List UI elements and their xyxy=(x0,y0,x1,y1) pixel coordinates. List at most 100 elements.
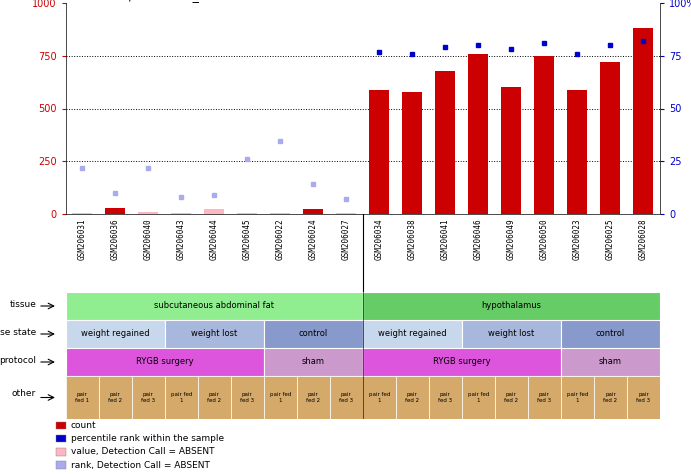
Bar xyxy=(396,376,429,419)
Text: pair fed
1: pair fed 1 xyxy=(567,392,588,403)
Bar xyxy=(363,376,396,419)
Text: GDS2956 / 1376310_at: GDS2956 / 1376310_at xyxy=(66,0,211,2)
Bar xyxy=(567,90,587,214)
Text: GSM206044: GSM206044 xyxy=(209,218,219,260)
Text: count: count xyxy=(70,421,96,430)
Text: pair
fed 2: pair fed 2 xyxy=(207,392,221,403)
Text: pair fed
1: pair fed 1 xyxy=(368,392,390,403)
Bar xyxy=(594,376,627,419)
Text: sham: sham xyxy=(302,357,325,366)
Bar xyxy=(561,348,660,376)
Text: GSM206049: GSM206049 xyxy=(507,218,516,260)
Text: GSM206023: GSM206023 xyxy=(573,218,582,260)
Text: pair
fed 3: pair fed 3 xyxy=(339,392,353,403)
Bar xyxy=(264,320,363,348)
Bar xyxy=(561,320,660,348)
Text: GSM206022: GSM206022 xyxy=(276,218,285,260)
Text: GSM206050: GSM206050 xyxy=(540,218,549,260)
Bar xyxy=(66,376,99,419)
Text: GSM206045: GSM206045 xyxy=(243,218,252,260)
Bar xyxy=(495,376,528,419)
Bar xyxy=(138,212,158,214)
Text: pair
fed 3: pair fed 3 xyxy=(538,392,551,403)
Bar xyxy=(66,320,164,348)
Text: GSM206038: GSM206038 xyxy=(408,218,417,260)
Text: weight lost: weight lost xyxy=(489,329,534,338)
Bar xyxy=(502,87,521,214)
Text: control: control xyxy=(299,329,328,338)
Text: GSM206027: GSM206027 xyxy=(342,218,351,260)
Bar xyxy=(330,376,363,419)
Bar xyxy=(237,213,257,214)
Bar xyxy=(171,213,191,214)
Bar xyxy=(56,422,66,429)
Text: pair
fed 2: pair fed 2 xyxy=(108,392,122,403)
Bar xyxy=(337,213,356,214)
Text: tissue: tissue xyxy=(9,300,36,309)
Bar xyxy=(66,292,363,320)
Text: weight regained: weight regained xyxy=(378,329,446,338)
Text: pair
fed 3: pair fed 3 xyxy=(240,392,254,403)
Text: weight regained: weight regained xyxy=(81,329,149,338)
Text: subcutaneous abdominal fat: subcutaneous abdominal fat xyxy=(154,301,274,310)
Bar xyxy=(73,213,92,214)
Bar xyxy=(105,208,125,214)
Text: GSM206041: GSM206041 xyxy=(441,218,450,260)
Text: pair
fed 2: pair fed 2 xyxy=(405,392,419,403)
Bar xyxy=(264,376,296,419)
Bar xyxy=(528,376,561,419)
Text: pair
fed 2: pair fed 2 xyxy=(504,392,518,403)
Text: GSM206024: GSM206024 xyxy=(309,218,318,260)
Bar xyxy=(435,71,455,214)
Text: GSM206043: GSM206043 xyxy=(177,218,186,260)
Bar xyxy=(303,209,323,214)
Text: pair
fed 1: pair fed 1 xyxy=(75,392,89,403)
Text: GSM206036: GSM206036 xyxy=(111,218,120,260)
Bar xyxy=(534,56,554,214)
Text: control: control xyxy=(596,329,625,338)
Bar xyxy=(99,376,132,419)
Bar xyxy=(363,320,462,348)
Bar xyxy=(205,209,224,214)
Bar xyxy=(66,348,264,376)
Bar xyxy=(627,376,660,419)
Bar xyxy=(462,320,561,348)
Bar xyxy=(164,376,198,419)
Bar xyxy=(56,435,66,442)
Bar xyxy=(198,376,231,419)
Bar xyxy=(270,213,290,214)
Text: pair
fed 3: pair fed 3 xyxy=(438,392,453,403)
Bar xyxy=(132,376,164,419)
Bar xyxy=(363,292,660,320)
Text: pair fed
1: pair fed 1 xyxy=(269,392,291,403)
Bar xyxy=(600,62,621,214)
Text: pair
fed 3: pair fed 3 xyxy=(141,392,155,403)
Text: pair
fed 3: pair fed 3 xyxy=(636,392,650,403)
Bar xyxy=(462,376,495,419)
Text: rank, Detection Call = ABSENT: rank, Detection Call = ABSENT xyxy=(70,461,209,470)
Bar xyxy=(296,376,330,419)
Bar xyxy=(231,376,264,419)
Bar xyxy=(264,348,363,376)
Bar xyxy=(363,348,561,376)
Bar xyxy=(429,376,462,419)
Text: pair
fed 2: pair fed 2 xyxy=(603,392,618,403)
Bar xyxy=(468,54,489,214)
Text: other: other xyxy=(12,389,36,398)
Text: protocol: protocol xyxy=(0,356,36,365)
Text: percentile rank within the sample: percentile rank within the sample xyxy=(70,434,224,443)
Text: RYGB surgery: RYGB surgery xyxy=(433,357,491,366)
Bar xyxy=(164,320,264,348)
Bar xyxy=(56,461,66,469)
Text: weight lost: weight lost xyxy=(191,329,237,338)
Text: pair fed
1: pair fed 1 xyxy=(171,392,192,403)
Text: hypothalamus: hypothalamus xyxy=(482,301,541,310)
Text: disease state: disease state xyxy=(0,328,36,337)
Bar xyxy=(561,376,594,419)
Bar xyxy=(370,90,389,214)
Text: pair
fed 2: pair fed 2 xyxy=(306,392,321,403)
Text: RYGB surgery: RYGB surgery xyxy=(136,357,193,366)
Text: GSM206034: GSM206034 xyxy=(375,218,384,260)
Text: sham: sham xyxy=(599,357,622,366)
Text: GSM206040: GSM206040 xyxy=(144,218,153,260)
